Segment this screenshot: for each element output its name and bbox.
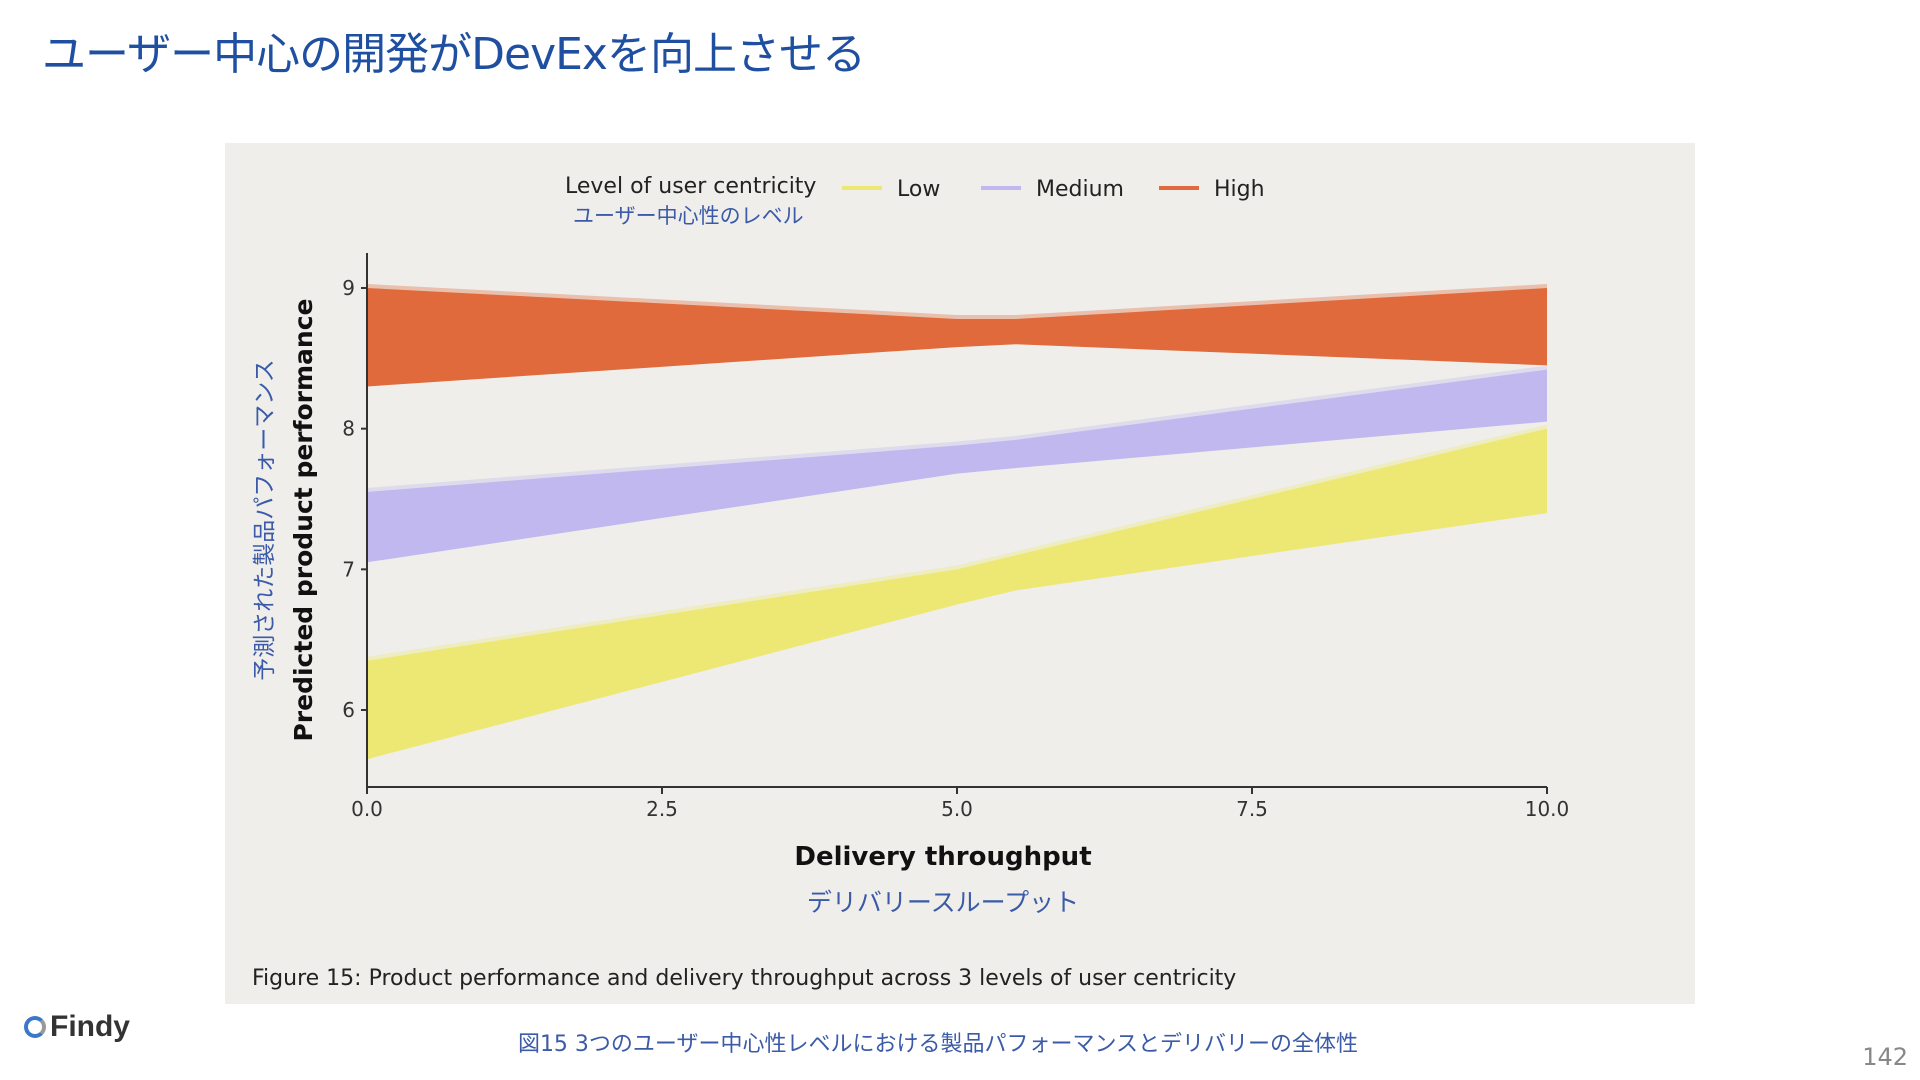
- legend-label-low: Low: [897, 177, 940, 202]
- legend-label-high: High: [1214, 177, 1265, 202]
- legend: Level of user centricity ユーザー中心性のレベル Low…: [565, 174, 1265, 228]
- legend-label-medium: Medium: [1036, 177, 1124, 202]
- y-tick-label: 7: [342, 557, 355, 581]
- y-tick-label: 6: [342, 698, 355, 722]
- y-tick-label: 9: [342, 276, 355, 300]
- band-medium: [367, 369, 1547, 563]
- figure-caption: Figure 15: Product performance and deliv…: [252, 966, 1236, 991]
- y-axis-label-ja: 予測された製品パフォーマンス: [252, 359, 278, 681]
- caption-ja: 図15 3つのユーザー中心性レベルにおける製品パフォーマンスとデリバリーの全体性: [517, 1032, 1359, 1057]
- chart: 0.0 2.5 5.0 7.5 10.0 6 7 8 9 Level of user centr…: [252, 174, 1570, 991]
- x-tick-label: 10.0: [1525, 797, 1570, 821]
- page-title: ユーザー中心の開発がDevExを向上させる: [42, 29, 866, 80]
- legend-title-ja: ユーザー中心性のレベル: [573, 204, 804, 228]
- legend-title: Level of user centricity: [565, 174, 816, 199]
- x-axis-label-ja: デリバリースループット: [807, 888, 1079, 917]
- chart-panel: 0.0 2.5 5.0 7.5 10.0 6 7 8 9 Level of user centr…: [225, 143, 1695, 1004]
- x-axis-label: Delivery throughput: [794, 842, 1091, 872]
- x-tick-label: 2.5: [646, 797, 678, 821]
- findy-logo-icon: [24, 1016, 46, 1038]
- y-tick-label: 8: [342, 417, 355, 441]
- logo-text: Findy: [50, 1010, 130, 1043]
- x-tick-label: 5.0: [941, 797, 973, 821]
- x-tick-label: 7.5: [1236, 797, 1268, 821]
- band-high: [367, 288, 1547, 387]
- y-axis-label: Predicted product performance: [289, 298, 318, 741]
- x-tick-label: 0.0: [351, 797, 383, 821]
- band-low: [367, 428, 1547, 760]
- page-number: 142: [1862, 1043, 1908, 1071]
- findy-logo: Findy: [24, 1010, 130, 1044]
